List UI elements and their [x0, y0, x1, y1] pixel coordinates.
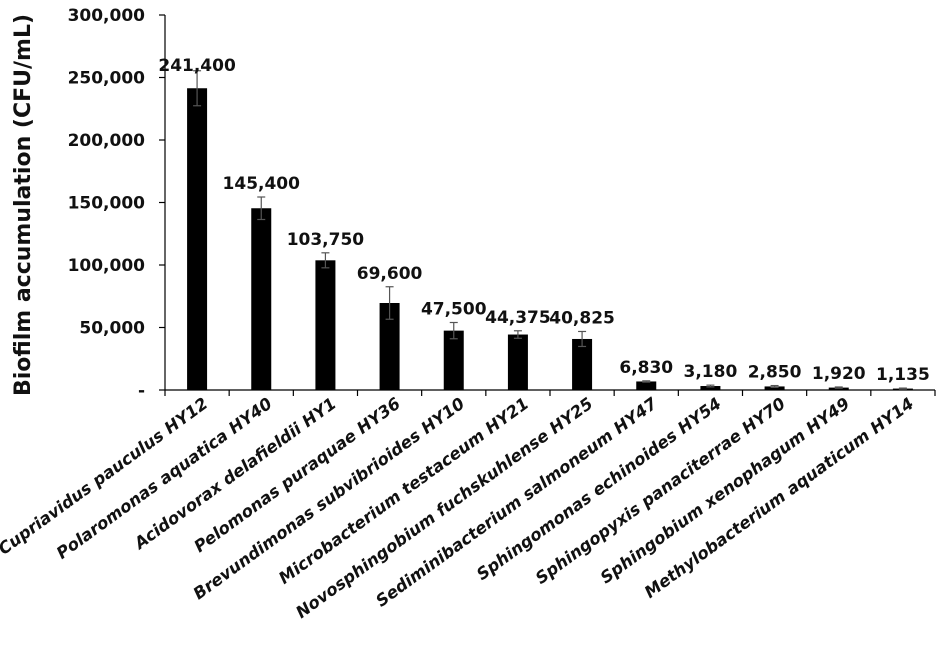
bar [507, 334, 528, 390]
bar [187, 88, 208, 390]
y-tick-label: 100,000 [68, 256, 146, 276]
y-tick-label: 200,000 [68, 131, 146, 151]
data-label: 1,135 [876, 365, 930, 385]
x-tick-label: Novosphingobium fuchskuhlense HY25 [292, 394, 596, 622]
data-label: 3,180 [684, 362, 738, 382]
y-axis-title: Biofilm accumulation (CFU/mL) [11, 14, 36, 396]
data-label: 69,600 [357, 264, 423, 284]
bar [700, 386, 721, 390]
bar [572, 338, 593, 390]
data-label: 145,400 [223, 174, 301, 194]
bar [315, 260, 336, 390]
y-tick-label: 150,000 [68, 194, 146, 214]
y-tick-label: 250,000 [68, 69, 146, 89]
data-label: 241,400 [158, 56, 236, 76]
x-axis [164, 389, 936, 396]
bar [379, 303, 400, 390]
y-axis: - 50,000 100,000 150,000 200,000 250,000 300,0… [68, 6, 166, 401]
data-label: 1,920 [812, 364, 866, 384]
data-label: 2,850 [748, 363, 802, 383]
bar [251, 208, 272, 390]
bar [764, 386, 785, 390]
data-label: 44,375 [485, 308, 551, 328]
data-label: 47,500 [421, 300, 487, 320]
data-label: 40,825 [549, 308, 615, 328]
y-tick-label: 50,000 [79, 319, 145, 339]
bar [443, 330, 464, 390]
y-tick-label: 300,000 [68, 6, 146, 26]
bar [636, 381, 657, 390]
data-labels: 241,400 145,400 103,750 69,600 47,50044,3754… [158, 56, 929, 385]
y-tick-label: - [138, 381, 145, 401]
data-label: 6,830 [619, 358, 673, 378]
data-label: 103,750 [287, 230, 365, 250]
bars [187, 70, 913, 390]
